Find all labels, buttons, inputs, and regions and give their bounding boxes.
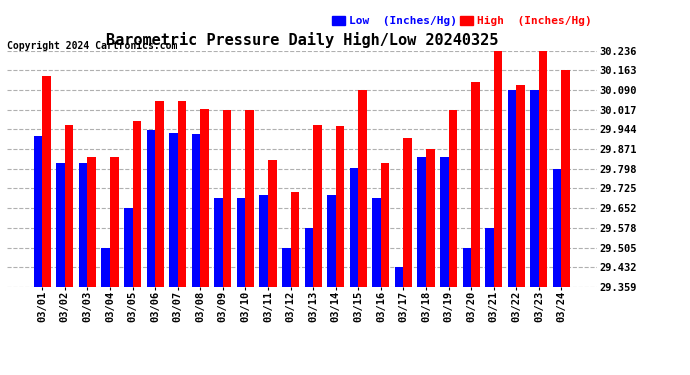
Bar (124, 208, 132, 287)
Bar (169, 133, 178, 287)
Bar (101, 248, 110, 287)
Bar (448, 110, 457, 287)
Text: Copyright 2024 Cartronics.com: Copyright 2024 Cartronics.com (7, 41, 177, 51)
Bar (132, 121, 141, 287)
Bar (508, 90, 516, 287)
Bar (57, 163, 65, 287)
Bar (395, 267, 404, 287)
Bar (192, 134, 200, 287)
Bar (553, 169, 562, 287)
Bar (304, 228, 313, 287)
Bar (110, 157, 119, 287)
Bar (313, 125, 322, 287)
Bar (268, 160, 277, 287)
Bar (358, 90, 367, 287)
Bar (290, 192, 299, 287)
Bar (223, 110, 231, 287)
Bar (88, 157, 96, 287)
Bar (282, 248, 290, 287)
Bar (562, 70, 570, 287)
Bar (178, 101, 186, 287)
Bar (440, 157, 449, 287)
Bar (381, 163, 389, 287)
Bar (42, 76, 51, 287)
Bar (373, 198, 381, 287)
Bar (259, 195, 268, 287)
Bar (200, 109, 209, 287)
Bar (34, 136, 42, 287)
Bar (485, 228, 494, 287)
Bar (237, 198, 246, 287)
Bar (539, 51, 547, 287)
Bar (327, 195, 336, 287)
Bar (350, 168, 358, 287)
Bar (531, 90, 539, 287)
Bar (462, 248, 471, 287)
Bar (79, 163, 88, 287)
Bar (146, 130, 155, 287)
Bar (417, 157, 426, 287)
Bar (426, 149, 435, 287)
Legend: Low  (Inches/Hg), High  (Inches/Hg): Low (Inches/Hg), High (Inches/Hg) (332, 16, 591, 26)
Bar (336, 126, 344, 287)
Title: Barometric Pressure Daily High/Low 20240325: Barometric Pressure Daily High/Low 20240… (106, 32, 498, 48)
Bar (155, 101, 164, 287)
Bar (65, 125, 73, 287)
Bar (215, 198, 223, 287)
Bar (471, 82, 480, 287)
Bar (494, 51, 502, 287)
Bar (246, 110, 254, 287)
Bar (404, 138, 412, 287)
Bar (516, 85, 525, 287)
